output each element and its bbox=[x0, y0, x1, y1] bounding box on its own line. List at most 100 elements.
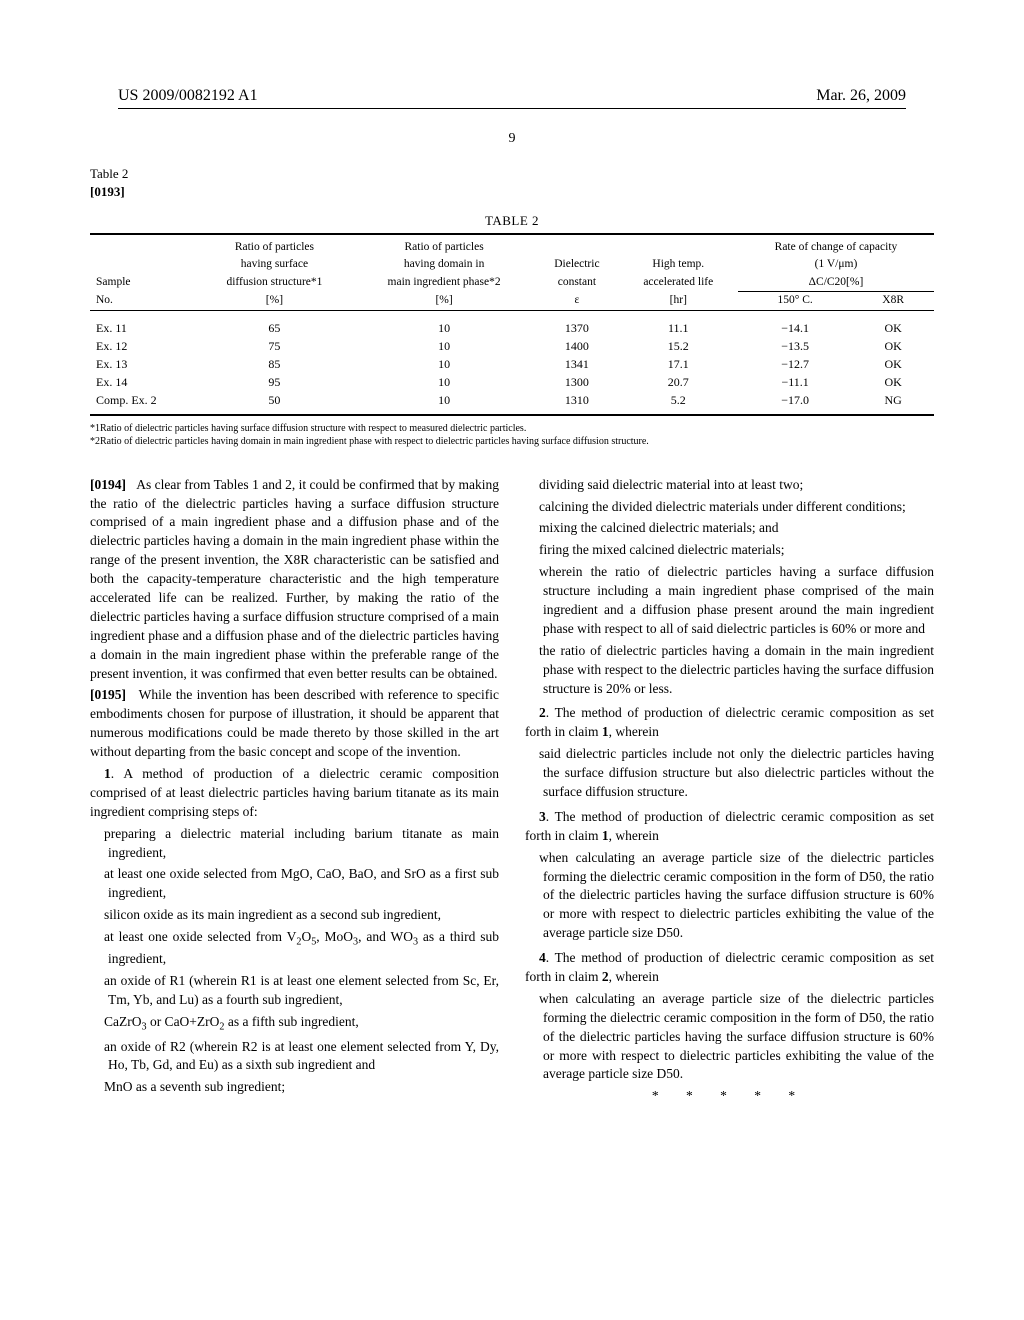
th-htB: accelerated life bbox=[619, 274, 738, 292]
cell: 1341 bbox=[535, 355, 619, 373]
cell: 10 bbox=[353, 391, 535, 409]
cell: 20.7 bbox=[619, 373, 738, 391]
cell: −14.1 bbox=[738, 319, 852, 337]
table-row: Ex. 12 75 10 1400 15.2 −13.5 OK bbox=[90, 337, 934, 355]
header-rule bbox=[118, 108, 906, 109]
table-row: Ex. 13 85 10 1341 17.1 −12.7 OK bbox=[90, 355, 934, 373]
publication-number: US 2009/0082192 A1 bbox=[118, 85, 258, 107]
th-blank2 bbox=[619, 239, 738, 257]
claim-1-i: dividing said dielectric material into a… bbox=[525, 476, 934, 495]
cell: −13.5 bbox=[738, 337, 852, 355]
claim-3-lead: 3. The method of production of dielectri… bbox=[525, 808, 934, 846]
cell: 1400 bbox=[535, 337, 619, 355]
th-x8r: X8R bbox=[852, 292, 934, 311]
claim-1-d: at least one oxide selected from V2O5, M… bbox=[90, 928, 499, 969]
claim-1-k: mixing the calcined dielectric materials… bbox=[525, 519, 934, 538]
th-dielB: constant bbox=[535, 274, 619, 292]
claim-4-a: when calculating an average particle siz… bbox=[525, 990, 934, 1084]
cell: 10 bbox=[353, 337, 535, 355]
claim-1-g: an oxide of R2 (wherein R2 is at least o… bbox=[90, 1038, 499, 1076]
th-temp: 150° C. bbox=[738, 292, 852, 311]
para-0193: [0193] bbox=[90, 183, 934, 201]
th-r1c: diffusion structure*1 bbox=[196, 274, 353, 292]
table-2-table: Sample Ratio of particles Ratio of parti… bbox=[90, 239, 934, 410]
claim-3-lead-text: The method of production of dielectric c… bbox=[525, 809, 934, 843]
cell: 10 bbox=[353, 355, 535, 373]
cell: Ex. 12 bbox=[90, 337, 196, 355]
th-r1b: having surface bbox=[196, 256, 353, 274]
cell: 1370 bbox=[535, 319, 619, 337]
body-columns: [0194] As clear from Tables 1 and 2, it … bbox=[90, 476, 934, 1107]
th-dielA: Dielectric bbox=[535, 256, 619, 274]
th-r1a: Ratio of particles bbox=[196, 239, 353, 257]
th-r2b: having domain in bbox=[353, 256, 535, 274]
claim-4-lead: 4. The method of production of dielectri… bbox=[525, 949, 934, 987]
th-sample: Sample bbox=[90, 239, 196, 292]
cell: 50 bbox=[196, 391, 353, 409]
cell: NG bbox=[852, 391, 934, 409]
cell: Comp. Ex. 2 bbox=[90, 391, 196, 409]
th-eps: ε bbox=[535, 292, 619, 311]
table-intro: Table 2 [0193] bbox=[90, 165, 934, 200]
claim-1-n: the ratio of dielectric particles having… bbox=[525, 642, 934, 699]
cell: −17.0 bbox=[738, 391, 852, 409]
claim-1-j: calcining the divided dielectric materia… bbox=[525, 498, 934, 517]
claim-1-h: MnO as a seventh sub ingredient; bbox=[90, 1078, 499, 1097]
th-sample-a: Sample bbox=[96, 275, 190, 291]
th-htA: High temp. bbox=[619, 256, 738, 274]
claim-2-a: said dielectric particles include not on… bbox=[525, 745, 934, 802]
claim-1-lead: 1. A method of production of a dielectri… bbox=[90, 765, 499, 822]
th-no: No. bbox=[90, 292, 196, 311]
claim-2-lead: 2. The method of production of dielectri… bbox=[525, 704, 934, 742]
table-row: Comp. Ex. 2 50 10 1310 5.2 −17.0 NG bbox=[90, 391, 934, 409]
th-ratea: Rate of change of capacity bbox=[738, 239, 934, 257]
table-ref: Table 2 bbox=[90, 165, 934, 183]
cell: OK bbox=[852, 319, 934, 337]
cell: −11.1 bbox=[738, 373, 852, 391]
cell: 17.1 bbox=[619, 355, 738, 373]
table-row: Ex. 14 95 10 1300 20.7 −11.1 OK bbox=[90, 373, 934, 391]
footnote-2: *2Ratio of dielectric particles having d… bbox=[90, 435, 934, 448]
th-ratec: ΔC/C20[%] bbox=[738, 274, 934, 292]
cell: 75 bbox=[196, 337, 353, 355]
publication-date: Mar. 26, 2009 bbox=[816, 85, 906, 107]
para-0195-text: While the invention has been described w… bbox=[90, 687, 499, 759]
end-stars: * * * * * bbox=[525, 1087, 934, 1106]
th-pct1: [%] bbox=[196, 292, 353, 311]
th-rateb: (1 V/μm) bbox=[738, 256, 934, 274]
table-title: TABLE 2 bbox=[90, 212, 934, 230]
cell: Ex. 14 bbox=[90, 373, 196, 391]
cell: 65 bbox=[196, 319, 353, 337]
th-r2c: main ingredient phase*2 bbox=[353, 274, 535, 292]
page-number: 9 bbox=[0, 130, 1024, 149]
claim-1-c: silicon oxide as its main ingredient as … bbox=[90, 906, 499, 925]
claim-1-lead-text: A method of production of a dielectric c… bbox=[90, 766, 499, 819]
cell: OK bbox=[852, 337, 934, 355]
para-0195: [0195] While the invention has been desc… bbox=[90, 686, 499, 762]
claim-2-lead-text: The method of production of dielectric c… bbox=[525, 705, 934, 739]
cell: 5.2 bbox=[619, 391, 738, 409]
table-footnotes: *1Ratio of dielectric particles having s… bbox=[90, 422, 934, 448]
th-blank1 bbox=[535, 239, 619, 257]
cell: 10 bbox=[353, 319, 535, 337]
cell: 85 bbox=[196, 355, 353, 373]
claim-1-e: an oxide of R1 (wherein R1 is at least o… bbox=[90, 972, 499, 1010]
table-row: Ex. 11 65 10 1370 11.1 −14.1 OK bbox=[90, 319, 934, 337]
cell: OK bbox=[852, 373, 934, 391]
cell: 1310 bbox=[535, 391, 619, 409]
cell: 95 bbox=[196, 373, 353, 391]
cell: 1300 bbox=[535, 373, 619, 391]
claim-1-l: firing the mixed calcined dielectric mat… bbox=[525, 541, 934, 560]
cell: 15.2 bbox=[619, 337, 738, 355]
claim-1-b: at least one oxide selected from MgO, Ca… bbox=[90, 865, 499, 903]
cell: −12.7 bbox=[738, 355, 852, 373]
claim-3-a: when calculating an average particle siz… bbox=[525, 849, 934, 943]
cell: 10 bbox=[353, 373, 535, 391]
cell: 11.1 bbox=[619, 319, 738, 337]
footnote-1: *1Ratio of dielectric particles having s… bbox=[90, 422, 934, 435]
cell: Ex. 13 bbox=[90, 355, 196, 373]
th-r2a: Ratio of particles bbox=[353, 239, 535, 257]
patent-page: US 2009/0082192 A1 Mar. 26, 2009 9 Table… bbox=[0, 0, 1024, 1320]
claim-1-a: preparing a dielectric material includin… bbox=[90, 825, 499, 863]
para-0194-text: As clear from Tables 1 and 2, it could b… bbox=[90, 477, 499, 681]
